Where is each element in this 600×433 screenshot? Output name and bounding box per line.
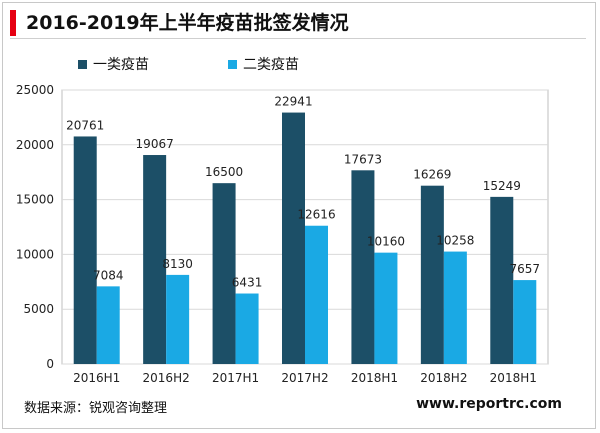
bar-series-1 [282,112,305,364]
bar-series-2 [374,252,398,364]
bar-series-2 [235,293,259,364]
x-tick-label: 2016H1 [73,371,120,385]
bar-series-1 [212,183,236,364]
legend-swatch-series-2 [228,59,237,69]
y-tick-label: 25000 [16,83,54,97]
bar-value-label: 15249 [483,179,521,193]
legend-item-series-2: 二类疫苗 [228,54,299,74]
legend-label-series-2: 二类疫苗 [243,57,299,73]
bar-series-1 [490,196,514,364]
bar-series-2 [96,286,120,364]
chart-frame [2,2,596,429]
bar-value-label: 22941 [274,95,312,109]
bar-series-2 [513,280,537,364]
bar-value-label: 7657 [510,262,541,276]
y-tick-label: 15000 [16,193,54,207]
bar-value-label: 12616 [297,208,335,222]
y-tick-label: 10000 [16,247,54,261]
title-divider [10,38,586,39]
bar-value-label: 7084 [93,268,124,282]
data-source-note: 数据来源：锐观咨询整理 [24,401,168,416]
bar-value-label: 10160 [367,235,405,249]
bar-value-label: 16269 [413,168,451,182]
bar-series-2 [305,225,328,364]
bar-value-label: 19067 [136,137,174,151]
bar-value-label: 16500 [205,165,243,179]
x-tick-label: 2018H1 [490,371,537,385]
bar-series-1 [420,185,444,364]
x-tick-label: 2017H1 [212,371,259,385]
y-tick-label: 0 [46,357,54,371]
legend-swatch-series-1 [78,59,87,69]
bar-series-1 [143,155,167,364]
x-tick-label: 2017H2 [281,371,328,385]
bar-value-label: 8130 [162,257,193,271]
chart-title: 2016-2019年上半年疫苗批签发情况 [26,12,349,34]
bar-value-label: 17673 [344,152,382,166]
legend-item-series-1: 一类疫苗 [78,54,149,74]
x-tick-label: 2018H1 [351,371,398,385]
bar-series-2 [443,251,467,364]
y-tick-label: 20000 [16,138,54,152]
bar-series-1 [73,136,97,364]
legend: 一类疫苗 二类疫苗 [0,54,596,74]
bar-series-1 [351,170,375,364]
website-watermark: www.reportrc.com [416,396,562,412]
bar-value-label: 20761 [66,118,104,132]
x-tick-label: 2018H2 [420,371,467,385]
title-accent-bar [10,10,16,36]
title-bar: 2016-2019年上半年疫苗批签发情况 [0,8,596,38]
bar-value-label: 6431 [232,276,263,290]
legend-label-series-1: 一类疫苗 [93,57,149,73]
y-tick-label: 5000 [23,302,54,316]
x-tick-label: 2016H2 [143,371,190,385]
bar-value-label: 10258 [436,234,474,248]
bar-series-2 [166,274,190,364]
